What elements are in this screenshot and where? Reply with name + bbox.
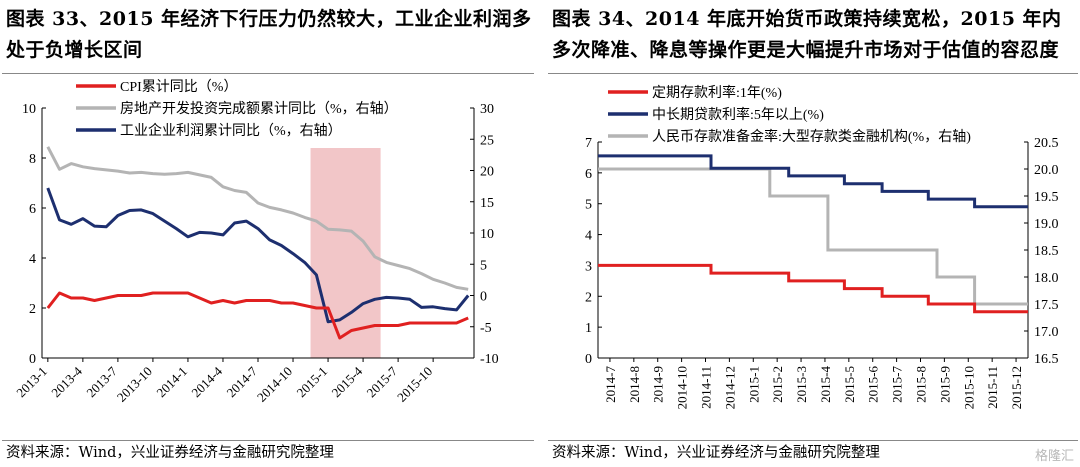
x-tick-label: 2015-11 [985, 366, 1000, 409]
y-tick-label-right: -5 [480, 321, 492, 336]
y-tick-label-left: 0 [29, 352, 36, 367]
y-tick-label-left: 6 [585, 167, 592, 182]
y-tick-label-left: 2 [585, 290, 592, 305]
x-tick-label: 2015-4 [329, 363, 366, 400]
y-tick-label-right: 19.0 [1034, 217, 1059, 232]
y-tick-label-right: 20 [480, 165, 494, 180]
y-tick-label-right: 30 [480, 102, 494, 117]
source-note: 资料来源：Wind，兴业证券经济与金融研究院整理 [552, 445, 880, 461]
y-tick-label-right: 20.0 [1034, 163, 1059, 178]
x-tick-label: 2014-12 [722, 366, 737, 409]
x-tick-label: 2014-10 [675, 366, 690, 409]
x-tick-label: 2015-9 [937, 366, 952, 403]
x-tick-label: 2015-10 [394, 364, 435, 405]
x-tick-label: 2015-7 [890, 366, 905, 403]
x-tick-label: 2015-8 [914, 366, 929, 403]
y-tick-label-left: 4 [585, 229, 592, 244]
y-tick-label-right: 18.5 [1034, 244, 1059, 259]
x-tick-label: 2014-4 [188, 363, 225, 400]
x-tick-label: 2015-4 [818, 366, 833, 403]
y-tick-label-right: 16.5 [1034, 352, 1059, 367]
y-tick-label-left: 4 [29, 252, 36, 267]
x-tick-label: 2014-7 [603, 366, 618, 403]
x-tick-label: 2014-10 [254, 364, 295, 405]
y-tick-label-left: 6 [29, 202, 36, 217]
x-tick-label: 2013-4 [48, 363, 85, 400]
x-tick-label: 2015-6 [866, 366, 881, 403]
chart-title-34: 图表 34、2014 年底开始货币政策持续宽松，2015 年内多次降准、降息等操… [552, 8, 1062, 61]
title-divider [548, 73, 1078, 74]
x-tick-label: 2013-10 [114, 364, 155, 405]
legend-label: 定期存款利率:1年(%) [652, 84, 782, 101]
y-tick-label-right: 19.5 [1034, 190, 1059, 205]
source-divider [548, 440, 1078, 441]
y-tick-label-right: 20.5 [1034, 136, 1059, 151]
chart-panel-right: 图表 34、2014 年底开始货币政策持续宽松，2015 年内多次降准、降息等操… [546, 0, 1080, 467]
x-tick-label: 2015-2 [770, 366, 785, 403]
y-tick-label-left: 2 [29, 302, 36, 317]
y-tick-label-right: 0 [480, 290, 487, 305]
series-line [598, 167, 1028, 306]
source-divider [2, 440, 534, 441]
y-tick-label-right: 5 [480, 258, 487, 273]
x-tick-label: 2015-5 [842, 366, 857, 403]
y-tick-label-right: 17.5 [1034, 298, 1059, 313]
legend-label: 人民币存款准备金率:大型存款类金融机构(%，右轴) [652, 128, 971, 145]
y-tick-label-right: 17.0 [1034, 325, 1059, 340]
y-tick-label-right: 25 [480, 133, 494, 148]
x-tick-label: 2014-8 [627, 366, 642, 403]
x-tick-label: 2014-1 [153, 364, 190, 401]
y-tick-label-left: 10 [22, 102, 36, 117]
y-tick-label-right: 15 [480, 196, 494, 211]
x-tick-label: 2014-9 [651, 366, 666, 403]
series-line [46, 187, 470, 324]
y-tick-label-left: 8 [29, 152, 36, 167]
series-line [598, 263, 1028, 314]
y-tick-label-left: 1 [585, 321, 592, 336]
y-tick-label-left: 7 [585, 136, 592, 151]
legend-label: CPI累计同比（%） [120, 79, 237, 95]
y-tick-label-right: 18.0 [1034, 271, 1059, 286]
chart-34-plot: 0 1 2 3 4 5 6 7 16.5 17.0 17.5 18.0 18.5 19.0 19.5 20.0… [585, 84, 1059, 409]
title-divider [2, 73, 534, 74]
y-tick-label-right: 10 [480, 227, 494, 242]
x-tick-label: 2014-11 [699, 366, 714, 409]
x-tick-label: 2015-1 [294, 364, 331, 401]
legend-label: 工业企业利润累计同比（%，右轴） [120, 122, 342, 139]
watermark-logo: 格隆汇 [1034, 449, 1074, 464]
shaded-region [310, 148, 381, 358]
series-line [46, 291, 469, 340]
y-tick-label-left: 5 [585, 198, 592, 213]
x-tick-label: 2015-12 [1009, 366, 1024, 409]
y-tick-label-left: 0 [585, 352, 592, 367]
x-tick-label: 2015-10 [961, 366, 976, 409]
x-tick-label: 2015-3 [794, 366, 809, 403]
chart-title-33: 图表 33、2015 年经济下行压力仍然较大，工业企业利润多处于负增长区间 [6, 8, 532, 61]
legend-label: 中长期贷款利率:5年以上(%) [652, 106, 824, 123]
legend-label: 房地产开发投资完成额累计同比（%，右轴） [120, 101, 398, 117]
x-tick-label: 2015-1 [746, 366, 761, 403]
x-tick-label: 2013-1 [13, 364, 50, 401]
y-tick-label-right: -10 [480, 352, 499, 367]
series-line [598, 154, 1028, 209]
source-note: 资料来源：Wind，兴业证券经济与金融研究院整理 [6, 445, 334, 461]
y-tick-label-left: 3 [585, 259, 592, 274]
series-line [46, 146, 469, 291]
